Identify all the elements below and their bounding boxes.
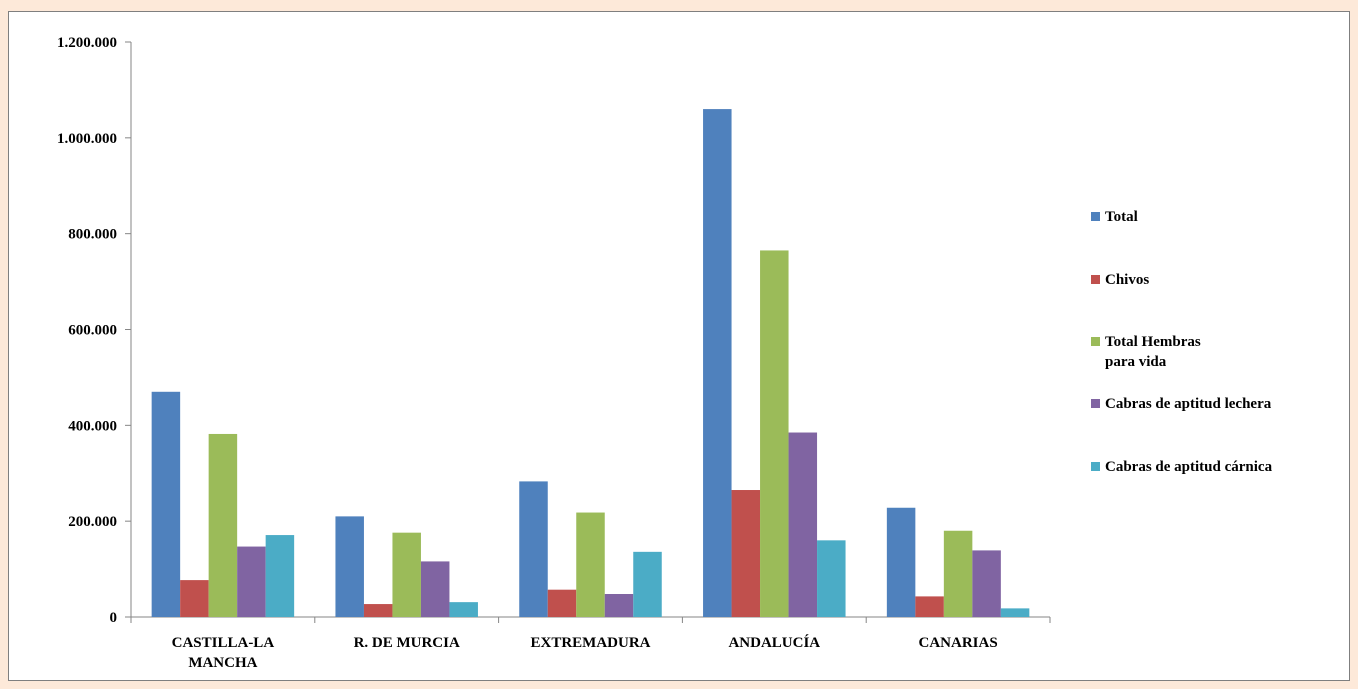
- legend-label: Chivos: [1105, 272, 1149, 288]
- y-tick-label: 1.200.000: [57, 35, 117, 51]
- y-tick-label: 1.000.000: [57, 131, 117, 147]
- bar: [208, 433, 238, 617]
- y-tick-label: 200.000: [68, 514, 117, 530]
- y-tick-label: 400.000: [68, 418, 117, 434]
- bar: [519, 481, 548, 617]
- bar: [972, 550, 1001, 617]
- legend-item: Cabras de aptitud cárnica: [1091, 459, 1273, 475]
- bars-group: [151, 109, 1030, 617]
- legend: Total Chivos Total Hembras para vida Cabras …: [1091, 209, 1273, 475]
- x-tick-label: ANDALUCÍA: [728, 634, 820, 651]
- bar: [363, 604, 393, 617]
- legend-label: Cabras de aptitud cárnica: [1105, 459, 1273, 475]
- bar: [915, 596, 944, 617]
- legend-label: Total Hembras para vida: [1105, 334, 1201, 370]
- bar: [703, 109, 732, 617]
- x-tick-label: CASTILLA-LA MANCHA: [172, 635, 275, 671]
- bar: [335, 516, 364, 617]
- y-tick-label: 600.000: [68, 323, 117, 339]
- y-tick-label: 800.000: [68, 227, 117, 243]
- legend-swatch: [1091, 462, 1100, 471]
- bar-chart: 0 200.000 400.000 600.000 800.000 1.000.000 1.…: [57, 35, 1273, 671]
- bar: [449, 602, 478, 617]
- legend-swatch: [1091, 212, 1100, 221]
- bar: [547, 589, 577, 617]
- legend-item: Chivos: [1091, 272, 1149, 288]
- x-tick-label: CANARIAS: [919, 635, 998, 651]
- bar: [180, 580, 209, 617]
- bar: [817, 540, 846, 617]
- legend-item: Cabras de aptitud lechera: [1091, 396, 1272, 412]
- bar: [420, 561, 450, 617]
- bar: [886, 507, 916, 617]
- legend-swatch: [1091, 275, 1100, 284]
- y-tick-label: 0: [110, 610, 118, 626]
- bar: [943, 530, 973, 617]
- legend-label: Cabras de aptitud lechera: [1105, 396, 1272, 412]
- legend-swatch: [1091, 399, 1100, 408]
- legend-label: Total: [1105, 209, 1138, 225]
- bar: [633, 551, 662, 617]
- bar: [604, 594, 634, 617]
- bar: [788, 432, 818, 617]
- bar: [760, 250, 789, 617]
- bar: [392, 532, 421, 617]
- x-axis: CASTILLA-LA MANCHA R. DE MURCIA EXTREMADURA…: [130, 616, 1051, 671]
- bar: [1000, 608, 1030, 617]
- chart-frame: 0 200.000 400.000 600.000 800.000 1.000.000 1.…: [8, 11, 1350, 681]
- bar: [576, 512, 605, 617]
- bar: [731, 490, 761, 617]
- x-tick-label: R. DE MURCIA: [354, 635, 460, 651]
- bar: [265, 535, 295, 617]
- x-tick-label: EXTREMADURA: [531, 635, 651, 651]
- y-axis: 0 200.000 400.000 600.000 800.000 1.000.000 1.…: [57, 35, 132, 626]
- bar: [151, 391, 181, 617]
- legend-item: Total Hembras para vida: [1091, 334, 1201, 370]
- legend-item: Total: [1091, 209, 1138, 225]
- bar: [237, 546, 266, 617]
- legend-swatch: [1091, 337, 1100, 346]
